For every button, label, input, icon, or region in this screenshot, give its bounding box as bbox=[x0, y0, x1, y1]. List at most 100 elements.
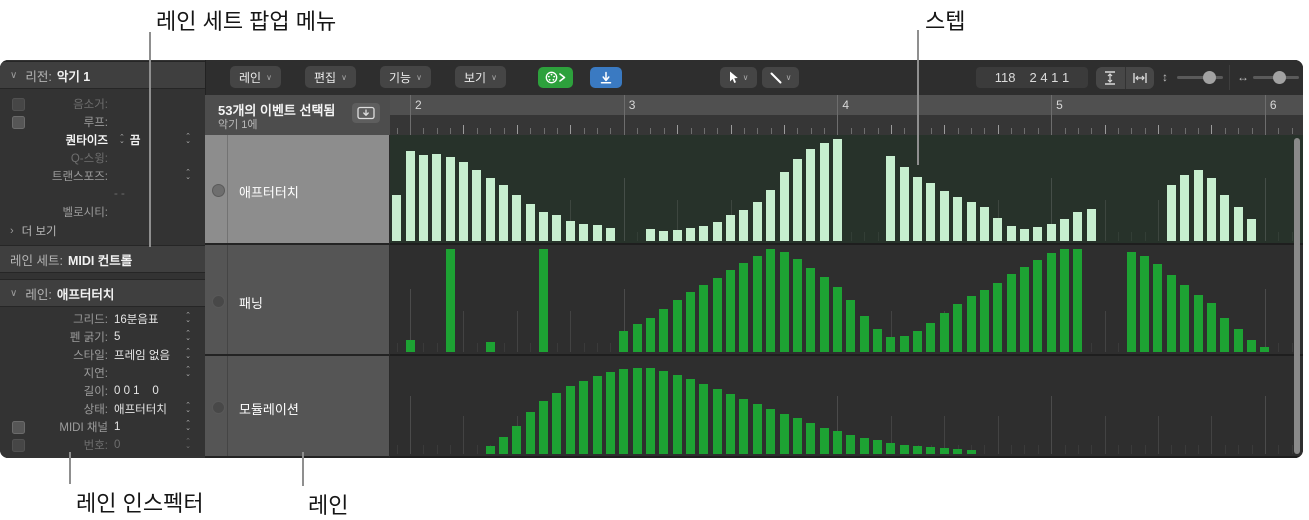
step-bar[interactable] bbox=[779, 252, 789, 352]
step-bar[interactable] bbox=[619, 369, 629, 454]
pointer-tool-button[interactable]: ∨ bbox=[720, 67, 757, 88]
step-bar[interactable] bbox=[846, 300, 856, 352]
style-stepper-icon[interactable]: ⌃ ⌄ bbox=[185, 348, 191, 360]
step-bar[interactable] bbox=[458, 162, 468, 241]
lane-header-modulation[interactable]: 모듈레이션 bbox=[205, 356, 390, 458]
step-bar[interactable] bbox=[445, 249, 455, 352]
horizontal-zoom-slider[interactable] bbox=[1253, 71, 1299, 84]
step-bar[interactable] bbox=[1166, 275, 1176, 352]
step-bar[interactable] bbox=[525, 412, 535, 454]
step-bar[interactable] bbox=[766, 249, 776, 352]
step-bar[interactable] bbox=[565, 221, 575, 241]
lane-header-panning[interactable]: 패닝 bbox=[205, 245, 390, 356]
step-bar[interactable] bbox=[1180, 285, 1190, 352]
disclosure-triangle-icon[interactable]: ∨ bbox=[10, 287, 18, 299]
step-bar[interactable] bbox=[1166, 185, 1176, 241]
step-bar[interactable] bbox=[672, 375, 682, 454]
lane-header-aftertouch[interactable]: 애프터터치 bbox=[205, 135, 390, 245]
step-bar[interactable] bbox=[1059, 249, 1069, 352]
step-bar[interactable] bbox=[405, 340, 415, 352]
horizontal-zoom-knob[interactable] bbox=[1273, 71, 1286, 84]
grid-stepper-icon[interactable]: ⌃ ⌄ bbox=[185, 312, 191, 324]
step-bar[interactable] bbox=[913, 331, 922, 352]
mute-checkbox[interactable] bbox=[12, 98, 25, 111]
step-bar[interactable] bbox=[699, 285, 709, 352]
step-bar[interactable] bbox=[1019, 229, 1029, 241]
step-bar[interactable] bbox=[659, 309, 669, 352]
row-value[interactable]: 프레임 없음 bbox=[114, 350, 171, 362]
step-bar[interactable] bbox=[739, 263, 749, 352]
step-bar[interactable] bbox=[499, 185, 508, 241]
step-bar[interactable] bbox=[539, 401, 548, 454]
bar-ruler[interactable]: 2 3 4 5 6 bbox=[390, 95, 1303, 136]
step-bar[interactable] bbox=[645, 229, 655, 241]
step-bar[interactable] bbox=[552, 393, 562, 454]
step-bar[interactable] bbox=[926, 183, 936, 241]
midi-in-catch-button[interactable] bbox=[590, 67, 622, 88]
step-bar[interactable] bbox=[1073, 212, 1083, 241]
step-bar[interactable] bbox=[712, 222, 722, 241]
step-bar[interactable] bbox=[1246, 219, 1256, 241]
step-bar[interactable] bbox=[525, 204, 535, 241]
step-bar[interactable] bbox=[953, 449, 963, 454]
number-checkbox[interactable] bbox=[12, 439, 25, 452]
row-value[interactable]: 0 bbox=[114, 439, 121, 451]
row-value[interactable]: 1 bbox=[114, 421, 121, 433]
step-bar[interactable] bbox=[686, 228, 695, 241]
step-bar[interactable] bbox=[739, 399, 749, 454]
step-bar[interactable] bbox=[806, 423, 816, 454]
step-bar[interactable] bbox=[726, 270, 735, 352]
step-bar[interactable] bbox=[859, 316, 869, 352]
step-bar[interactable] bbox=[579, 381, 589, 454]
step-bar[interactable] bbox=[1153, 264, 1163, 352]
step-bar[interactable] bbox=[712, 389, 722, 454]
step-bar[interactable] bbox=[472, 170, 482, 241]
row-value[interactable]: 16분음표 bbox=[114, 314, 159, 326]
step-bar[interactable] bbox=[485, 446, 495, 454]
step-bar[interactable] bbox=[1046, 253, 1056, 352]
step-bar[interactable] bbox=[645, 368, 655, 454]
step-bar[interactable] bbox=[953, 304, 963, 352]
step-bar[interactable] bbox=[886, 337, 896, 352]
step-bar[interactable] bbox=[659, 231, 669, 241]
step-bar[interactable] bbox=[1220, 318, 1230, 352]
view-menu-button[interactable]: 보기 ∨ bbox=[455, 66, 506, 88]
step-bar[interactable] bbox=[1033, 227, 1043, 241]
step-bar[interactable] bbox=[939, 313, 949, 352]
pencil-tool-button[interactable]: ∨ bbox=[762, 67, 799, 88]
step-bar[interactable] bbox=[752, 256, 762, 352]
transpose-stepper-icon[interactable]: ⌃ ⌄ bbox=[185, 169, 191, 181]
step-bar[interactable] bbox=[659, 371, 669, 454]
step-bar[interactable] bbox=[819, 143, 829, 241]
lane-header[interactable]: ∨ 레인: 애프터터치 bbox=[0, 279, 205, 307]
lane-menu-button[interactable]: 레인 ∨ bbox=[230, 66, 281, 88]
step-bar[interactable] bbox=[899, 336, 909, 352]
step-bar[interactable] bbox=[886, 156, 896, 241]
step-bar[interactable] bbox=[1140, 256, 1150, 352]
step-bar[interactable] bbox=[1193, 295, 1203, 352]
step-bar[interactable] bbox=[1206, 303, 1216, 352]
add-lane-button[interactable] bbox=[352, 103, 380, 123]
quantize-stepper-icon[interactable]: ⌃ ⌄ bbox=[185, 133, 191, 145]
lane-set-popup-menu[interactable]: 레인 세트: MIDI 컨트롤 bbox=[0, 245, 215, 273]
step-bar[interactable] bbox=[859, 438, 869, 454]
step-bar[interactable] bbox=[726, 394, 735, 454]
step-bar[interactable] bbox=[819, 428, 829, 454]
step-bar[interactable] bbox=[1046, 224, 1056, 241]
lane-steps-modulation[interactable] bbox=[390, 356, 1303, 458]
step-bar[interactable] bbox=[739, 210, 749, 241]
step-bar[interactable] bbox=[592, 376, 602, 454]
midi-channel-stepper-icon[interactable]: ⌃ ⌄ bbox=[185, 420, 191, 432]
step-bar[interactable] bbox=[1126, 252, 1136, 352]
edit-menu-button[interactable]: 편집 ∨ bbox=[305, 66, 356, 88]
step-bar[interactable] bbox=[699, 384, 709, 454]
step-bar[interactable] bbox=[1019, 267, 1029, 352]
step-bar[interactable] bbox=[979, 207, 989, 241]
step-bar[interactable] bbox=[1006, 226, 1016, 241]
step-bar[interactable] bbox=[832, 287, 842, 352]
step-bar[interactable] bbox=[392, 195, 402, 241]
vertical-zoom-slider[interactable] bbox=[1177, 71, 1223, 84]
step-bar[interactable] bbox=[405, 151, 415, 241]
step-bar[interactable] bbox=[979, 290, 989, 352]
step-bar[interactable] bbox=[485, 178, 495, 241]
